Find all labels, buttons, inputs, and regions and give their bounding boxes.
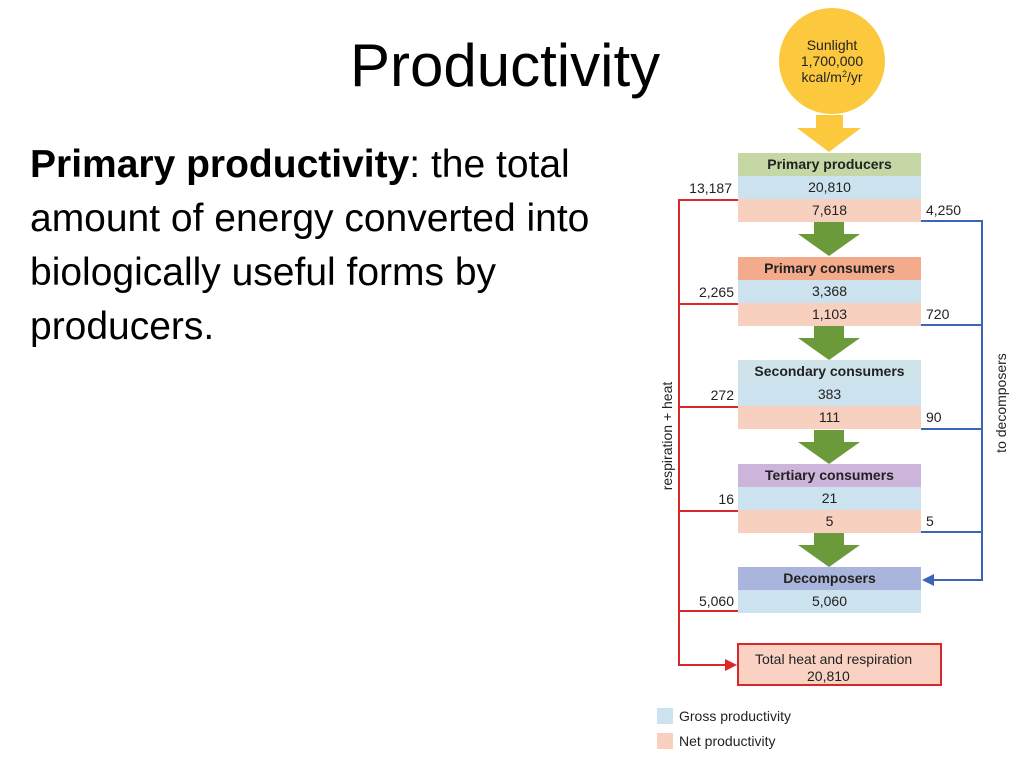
to-decomposers-label: to decomposers — [993, 353, 1009, 453]
respiration-lines — [678, 199, 738, 666]
respiration-decomposers: 5,060 — [698, 593, 734, 609]
level-header-decomposers: Decomposers — [738, 567, 921, 590]
respiration-primary-producers: 13,187 — [689, 180, 732, 196]
gross-primary-consumers: 3,368 — [738, 280, 921, 303]
decomposer-arrowhead — [922, 574, 934, 586]
decomp-primary-consumers: 720 — [926, 306, 950, 322]
net-secondary-consumers: 111 — [738, 406, 921, 429]
net-primary-producers: 7,618 — [738, 199, 921, 222]
legend-label-net: Net productivity — [679, 733, 776, 749]
gross-decomposers: 5,060 — [738, 590, 921, 613]
level-header-tertiary-consumers: Tertiary consumers — [738, 464, 921, 487]
flow-arrow-3 — [798, 430, 860, 464]
gross-tertiary-consumers: 21 — [738, 487, 921, 510]
flow-arrow-1 — [798, 222, 860, 256]
level-header-primary-producers: Primary producers — [738, 153, 921, 176]
sunlight-circle: Sunlight 1,700,000 kcal/m2/yr — [779, 8, 885, 114]
decomposer-lines — [921, 220, 983, 581]
decomp-tertiary-consumers: 5 — [926, 513, 934, 529]
legend-label-gross: Gross productivity — [679, 708, 792, 724]
decomp-secondary-consumers: 90 — [926, 409, 942, 425]
respiration-heat-label: respiration + heat — [659, 381, 675, 491]
decomp-primary-producers: 4,250 — [926, 202, 962, 218]
respiration-secondary-consumers: 272 — [710, 387, 734, 403]
net-primary-consumers: 1,103 — [738, 303, 921, 326]
total-heat-respiration-box: Total heat and respiration 20,810 — [737, 643, 942, 686]
sunlight-arrow — [797, 115, 861, 152]
net-tertiary-consumers: 5 — [738, 510, 921, 533]
legend-swatch-gross — [657, 708, 673, 724]
sunlight-unit: kcal/m2/yr — [801, 69, 863, 85]
total-value: 20,810 — [807, 668, 850, 684]
level-header-secondary-consumers: Secondary consumers — [738, 360, 921, 383]
sunlight-value: 1,700,000 — [800, 53, 864, 69]
total-label: Total heat and respiration — [755, 651, 913, 667]
definition-body: : the total amount of energy converted i… — [30, 143, 590, 348]
flow-arrow-4 — [798, 533, 860, 567]
slide-title: Productivity — [350, 32, 661, 99]
legend-swatch-net — [657, 733, 673, 749]
respiration-primary-consumers: 2,265 — [698, 284, 734, 300]
level-header-primary-consumers: Primary consumers — [738, 257, 921, 280]
respiration-arrowhead — [725, 659, 737, 671]
flow-arrow-2 — [798, 326, 860, 360]
gross-secondary-consumers: 383 — [738, 383, 921, 406]
definition-text: Primary productivity: the total amount o… — [30, 138, 590, 354]
gross-primary-producers: 20,810 — [738, 176, 921, 199]
definition-term: Primary productivity — [30, 143, 410, 186]
sunlight-label: Sunlight — [806, 37, 858, 53]
respiration-tertiary-consumers: 16 — [718, 491, 734, 507]
